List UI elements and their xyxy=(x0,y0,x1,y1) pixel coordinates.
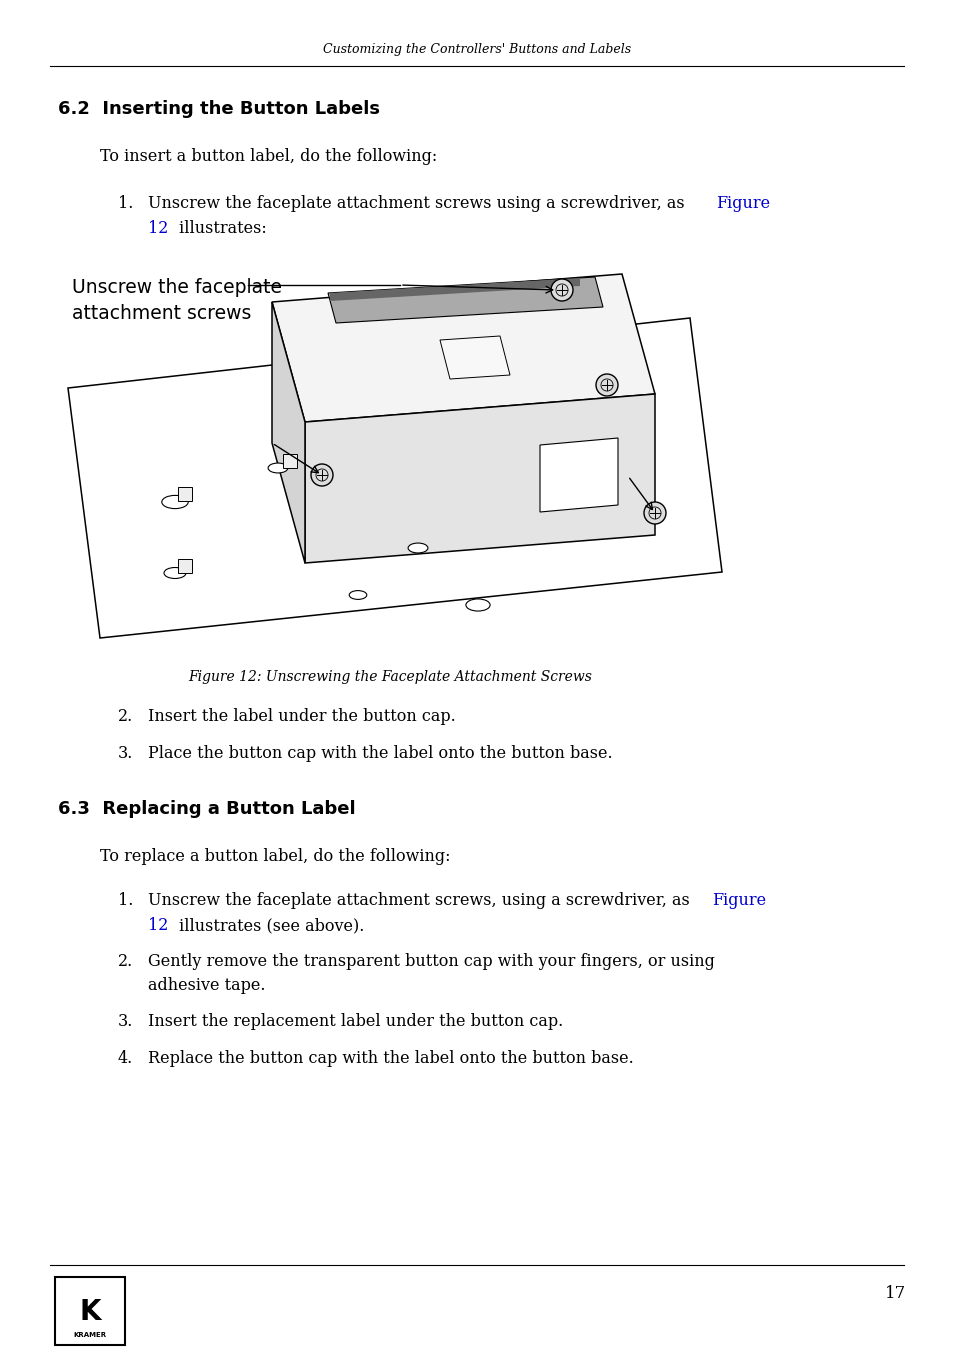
Circle shape xyxy=(596,374,618,395)
Ellipse shape xyxy=(162,496,188,509)
Text: attachment screws: attachment screws xyxy=(71,305,251,324)
Text: adhesive tape.: adhesive tape. xyxy=(148,978,265,994)
Polygon shape xyxy=(272,274,655,422)
Text: 17: 17 xyxy=(884,1285,905,1301)
FancyBboxPatch shape xyxy=(178,487,192,501)
FancyBboxPatch shape xyxy=(283,454,296,468)
Text: 1.: 1. xyxy=(118,195,133,213)
Polygon shape xyxy=(328,278,602,324)
Text: 3.: 3. xyxy=(118,1013,133,1030)
Circle shape xyxy=(551,279,573,301)
Text: Insert the replacement label under the button cap.: Insert the replacement label under the b… xyxy=(148,1013,562,1030)
Text: illustrates:: illustrates: xyxy=(173,219,267,237)
Ellipse shape xyxy=(349,590,366,600)
Text: 2.: 2. xyxy=(118,708,133,724)
Polygon shape xyxy=(439,336,510,379)
Text: 12: 12 xyxy=(148,219,168,237)
Text: Unscrew the faceplate: Unscrew the faceplate xyxy=(71,278,282,297)
Text: 12: 12 xyxy=(148,917,168,934)
Text: Place the button cap with the label onto the button base.: Place the button cap with the label onto… xyxy=(148,745,612,762)
Text: To replace a button label, do the following:: To replace a button label, do the follow… xyxy=(100,848,450,865)
Text: To insert a button label, do the following:: To insert a button label, do the followi… xyxy=(100,148,436,165)
FancyBboxPatch shape xyxy=(55,1277,125,1345)
Ellipse shape xyxy=(408,543,428,552)
Text: Replace the button cap with the label onto the button base.: Replace the button cap with the label on… xyxy=(148,1049,633,1067)
Text: Insert the label under the button cap.: Insert the label under the button cap. xyxy=(148,708,456,724)
Text: 3.: 3. xyxy=(118,745,133,762)
Text: 6.3  Replacing a Button Label: 6.3 Replacing a Button Label xyxy=(58,800,355,818)
FancyBboxPatch shape xyxy=(178,559,192,573)
Text: 1.: 1. xyxy=(118,892,133,909)
Text: KRAMER: KRAMER xyxy=(73,1332,107,1338)
Text: Unscrew the faceplate attachment screws, using a screwdriver, as: Unscrew the faceplate attachment screws,… xyxy=(148,892,694,909)
Text: 2.: 2. xyxy=(118,953,133,969)
Polygon shape xyxy=(330,278,579,301)
Circle shape xyxy=(311,464,333,486)
Text: 4.: 4. xyxy=(118,1049,133,1067)
Polygon shape xyxy=(539,437,618,512)
Circle shape xyxy=(643,502,665,524)
Polygon shape xyxy=(305,394,655,563)
Text: Unscrew the faceplate attachment screws using a screwdriver, as: Unscrew the faceplate attachment screws … xyxy=(148,195,689,213)
Text: Figure: Figure xyxy=(711,892,765,909)
Polygon shape xyxy=(272,302,305,563)
Polygon shape xyxy=(68,318,721,638)
Text: Customizing the Controllers' Buttons and Labels: Customizing the Controllers' Buttons and… xyxy=(323,43,630,57)
Ellipse shape xyxy=(465,598,490,611)
Ellipse shape xyxy=(164,567,186,578)
Text: Figure 12: Unscrewing the Faceplate Attachment Screws: Figure 12: Unscrewing the Faceplate Atta… xyxy=(188,670,591,684)
Ellipse shape xyxy=(268,463,288,473)
Text: 6.2  Inserting the Button Labels: 6.2 Inserting the Button Labels xyxy=(58,100,379,118)
Text: Gently remove the transparent button cap with your fingers, or using: Gently remove the transparent button cap… xyxy=(148,953,714,969)
Text: illustrates (see above).: illustrates (see above). xyxy=(173,917,364,934)
Text: Figure: Figure xyxy=(716,195,769,213)
Text: K: K xyxy=(79,1298,101,1326)
